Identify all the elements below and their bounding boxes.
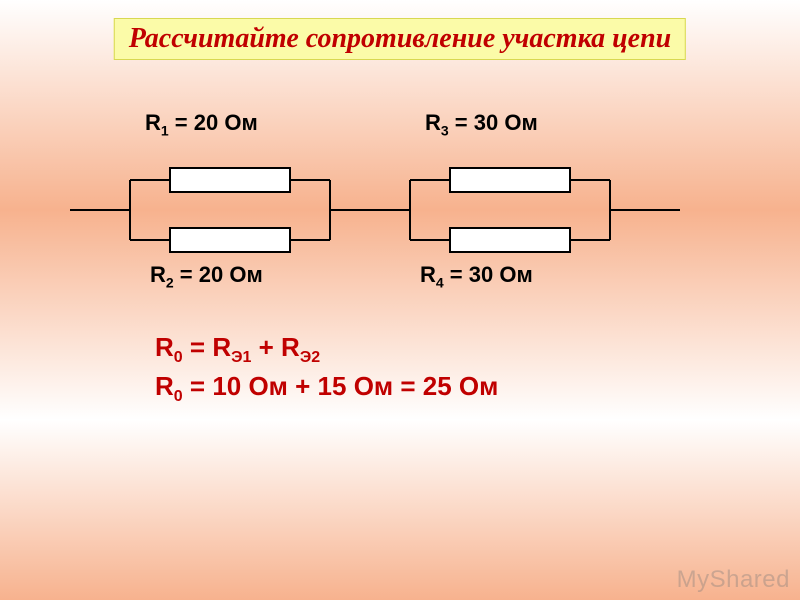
solution-line-2: R0 = 10 Ом + 15 Ом = 25 Ом [155,369,498,408]
resistor-label-r1: R1 = 20 Ом [145,110,258,138]
watermark: MyShared [677,566,790,594]
resistor-label-r2: R2 = 20 Ом [150,262,263,290]
resistor-label-r3: R3 = 30 Ом [425,110,538,138]
solution-line-1: R0 = RЭ1 + RЭ2 [155,330,498,369]
solution-text: R0 = RЭ1 + RЭ2 R0 = 10 Ом + 15 Ом = 25 О… [155,330,498,408]
circuit-diagram: R1 = 20 Ом R2 = 20 Ом R3 = 30 Ом R4 = 30… [70,110,730,310]
page-title: Рассчитайте сопротивление участка цепи [114,18,686,60]
resistor-label-r4: R4 = 30 Ом [420,262,533,290]
